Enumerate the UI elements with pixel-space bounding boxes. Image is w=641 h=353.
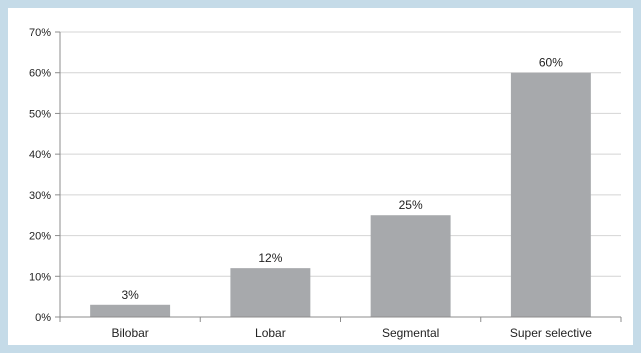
bar-bilobar: [90, 304, 171, 317]
x-category-label: Segmental: [382, 326, 439, 340]
data-label: 12%: [258, 251, 282, 265]
bar-lobar: [230, 268, 311, 317]
data-labels: 3% 12% 25% 60%: [121, 56, 563, 302]
x-category-label: Lobar: [255, 326, 286, 340]
bar-chart: 0% 10% 20% 30% 40% 50% 60% 70% 3% 12% 25% 60% Bilo…: [29, 27, 622, 340]
x-axis-category-labels: Bilobar Lobar Segmental Super selective: [111, 326, 592, 340]
y-tick-label: 10%: [29, 271, 51, 283]
chart-frame: 0% 10% 20% 30% 40% 50% 60% 70% 3% 12% 25% 60% Bilo…: [8, 8, 633, 345]
data-label: 3%: [121, 288, 139, 302]
gridlines: [60, 31, 621, 277]
y-tick-label: 40%: [29, 149, 51, 161]
y-tick-label: 30%: [29, 190, 51, 202]
y-tick-label: 0%: [35, 312, 51, 324]
bar-segmental: [370, 215, 451, 317]
y-axis-tick-labels: 0% 10% 20% 30% 40% 50% 60% 70%: [29, 27, 60, 324]
bars: [90, 72, 591, 317]
x-category-label: Super selective: [510, 326, 592, 340]
x-category-label: Bilobar: [111, 326, 148, 340]
y-tick-label: 60%: [29, 68, 51, 80]
y-tick-label: 50%: [29, 108, 51, 120]
x-axis: [59, 32, 622, 322]
data-label: 60%: [539, 56, 563, 70]
y-tick-label: 20%: [29, 231, 51, 243]
data-label: 25%: [399, 198, 423, 212]
bar-super-selective: [510, 72, 591, 317]
y-tick-label: 70%: [29, 27, 51, 39]
